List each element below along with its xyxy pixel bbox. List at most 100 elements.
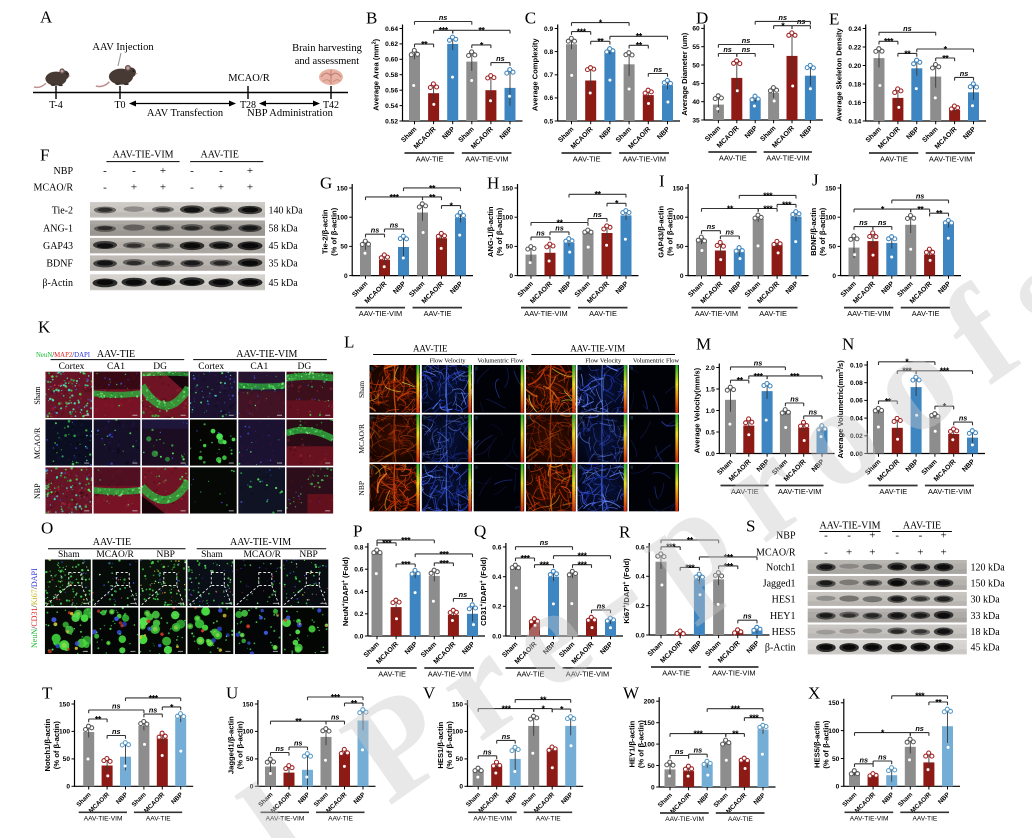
svg-text:ns: ns: [331, 713, 340, 722]
svg-text:+: +: [131, 182, 137, 194]
svg-text:ns: ns: [790, 395, 799, 404]
svg-text:NeuN/MAP2/DAPI: NeuN/MAP2/DAPI: [36, 352, 91, 359]
svg-text:+: +: [869, 547, 875, 559]
svg-text:0: 0: [651, 784, 655, 791]
svg-text:100: 100: [644, 741, 655, 748]
svg-text:AAV-TIE-VIM: AAV-TIE-VIM: [928, 487, 971, 496]
svg-text:Average Complexity: Average Complexity: [531, 38, 540, 112]
svg-text:MCAO/R: MCAO/R: [34, 183, 74, 194]
svg-text:MCAO/R: MCAO/R: [33, 427, 42, 459]
svg-text:ns: ns: [540, 538, 549, 547]
svg-text:**: **: [95, 714, 102, 724]
svg-text:-: -: [847, 530, 851, 542]
svg-text:AAV-TIE-VIM: AAV-TIE-VIM: [847, 309, 890, 318]
svg-text:***: ***: [940, 366, 950, 376]
svg-text:30 kDa: 30 kDa: [971, 595, 1001, 606]
svg-text:0.10: 0.10: [850, 362, 863, 369]
svg-text:ns: ns: [742, 36, 751, 45]
svg-text:-: -: [190, 182, 194, 194]
svg-text:AAV-TIE: AAV-TIE: [913, 815, 938, 822]
svg-text:CA1: CA1: [250, 362, 268, 372]
svg-text:AAV-TIE-VIM: AAV-TIE-VIM: [524, 309, 567, 318]
svg-text:T-4: T-4: [49, 100, 63, 111]
svg-text:ns: ns: [859, 218, 868, 227]
svg-text:0.0: 0.0: [706, 451, 715, 458]
svg-text:ns: ns: [754, 358, 763, 367]
svg-text:E: E: [829, 9, 839, 28]
svg-text:AAV-TIE: AAV-TIE: [378, 670, 406, 679]
svg-text:ns: ns: [496, 54, 505, 63]
svg-text:0.9: 0.9: [544, 26, 553, 33]
svg-text:S: S: [746, 516, 755, 535]
svg-text:G: G: [320, 173, 332, 192]
svg-text:ns: ns: [743, 612, 752, 621]
svg-text:(% of β-actin): (% of β-actin): [235, 721, 244, 770]
svg-text:ns: ns: [439, 13, 448, 22]
svg-text:AAV-TIE: AAV-TIE: [912, 309, 940, 318]
svg-text:***: ***: [389, 192, 399, 202]
svg-text:Sham: Sham: [33, 386, 42, 405]
svg-text:+: +: [247, 165, 253, 177]
svg-text:AAV Transfection: AAV Transfection: [147, 108, 224, 119]
svg-text:45 kDa: 45 kDa: [971, 643, 1001, 654]
svg-text:ns: ns: [809, 407, 818, 416]
svg-text:ns: ns: [779, 13, 788, 22]
svg-text:ns: ns: [959, 414, 968, 423]
svg-text:+: +: [917, 547, 923, 559]
svg-text:140 kDa: 140 kDa: [269, 205, 304, 216]
svg-text:***: ***: [666, 542, 676, 552]
svg-text:+: +: [218, 182, 224, 194]
svg-text:*: *: [781, 21, 785, 31]
svg-text:35: 35: [692, 117, 700, 124]
svg-text:0.64: 0.64: [385, 26, 398, 33]
svg-text:MCAO/R: MCAO/R: [96, 550, 134, 560]
svg-text:0.62: 0.62: [385, 41, 398, 48]
svg-text:AAV-TIE: AAV-TIE: [573, 155, 601, 164]
svg-text:0.6: 0.6: [636, 544, 645, 551]
svg-text:AAV-TIE: AAV-TIE: [416, 155, 444, 164]
svg-text:Tie-2/β-actin: Tie-2/β-actin: [321, 209, 330, 254]
svg-text:0.7: 0.7: [544, 72, 553, 79]
svg-text:NBP Administration: NBP Administration: [247, 108, 333, 119]
svg-text:MCAO/R: MCAO/R: [243, 550, 281, 560]
svg-text:I: I: [659, 171, 665, 190]
svg-text:-: -: [895, 547, 899, 559]
svg-text:Average Diameter (um): Average Diameter (um): [680, 32, 689, 115]
svg-text:0.16: 0.16: [848, 100, 861, 107]
svg-text:ns: ns: [149, 706, 158, 715]
svg-text:0.24: 0.24: [848, 26, 861, 33]
svg-text:*: *: [449, 201, 453, 211]
svg-text:60: 60: [692, 26, 700, 33]
svg-text:***: ***: [577, 27, 587, 37]
svg-text:0.4: 0.4: [636, 574, 645, 581]
svg-text:NBP: NBP: [299, 550, 317, 560]
svg-text:**: **: [351, 699, 358, 709]
svg-text:0: 0: [509, 273, 513, 280]
svg-text:45 kDa: 45 kDa: [269, 278, 299, 289]
svg-text:50: 50: [63, 756, 71, 763]
svg-text:Brain harvesting: Brain harvesting: [292, 43, 362, 54]
svg-text:(% of β-actin): (% of β-actin): [445, 721, 454, 770]
svg-text:H: H: [487, 173, 499, 192]
svg-text:1.0: 1.0: [706, 408, 715, 415]
svg-text:AAV-TIE-VIM: AAV-TIE-VIM: [623, 155, 666, 164]
svg-text:HES5/β-actin: HES5/β-actin: [812, 721, 821, 768]
svg-text:**: **: [597, 37, 604, 47]
svg-text:150: 150: [502, 185, 513, 192]
svg-text:0.4: 0.4: [354, 589, 363, 596]
svg-text:ns: ns: [294, 739, 303, 748]
svg-text:AAV-TIE-VIM: AAV-TIE-VIM: [665, 816, 704, 823]
svg-text:2.0: 2.0: [706, 365, 715, 372]
svg-text:Cortex: Cortex: [198, 362, 224, 372]
svg-text:AAV-TIE: AAV-TIE: [731, 487, 759, 496]
svg-text:0.8: 0.8: [544, 49, 553, 56]
svg-text:GAP43: GAP43: [43, 241, 73, 252]
svg-text:ns: ns: [483, 747, 492, 756]
svg-text:T0: T0: [114, 100, 125, 111]
svg-text:100: 100: [673, 215, 684, 222]
svg-text:AAV-TIE-VIM: AAV-TIE-VIM: [850, 815, 889, 822]
svg-text:**: **: [687, 535, 694, 545]
svg-text:0.20: 0.20: [848, 63, 861, 70]
svg-text:HES5: HES5: [772, 627, 796, 638]
svg-text:150: 150: [242, 701, 253, 708]
